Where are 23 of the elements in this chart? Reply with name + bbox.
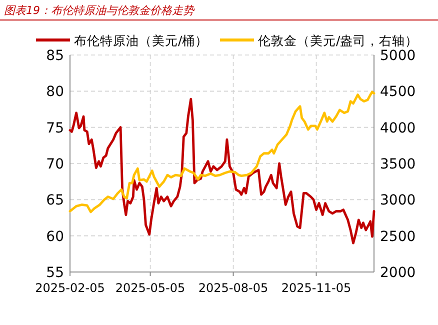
x-tick-label: 2025-08-05 xyxy=(198,281,268,295)
y-tick-label: 65 xyxy=(46,192,64,209)
y2-tick-label: 3000 xyxy=(380,192,416,209)
x-tick-label: 2025-05-05 xyxy=(115,281,186,295)
y2-tick-label: 3500 xyxy=(380,156,416,172)
y2-tick-label: 5000 xyxy=(380,48,416,64)
y-tick-label: 75 xyxy=(46,120,64,136)
legend-label: 伦敦金（美元/盎司，右轴） xyxy=(258,33,418,48)
y2-tick-label: 4000 xyxy=(380,120,416,136)
legend-label: 布伦特原油（美元/桶） xyxy=(74,33,208,48)
x-tick-label: 2025-11-05 xyxy=(281,281,352,295)
x-tick-label: 2025-02-05 xyxy=(35,281,105,295)
y-tick-label: 60 xyxy=(46,228,64,245)
y2-tick-label: 2000 xyxy=(380,265,416,281)
y-tick-label: 55 xyxy=(46,265,64,281)
chart-title: 图表19：布伦特原油与伦敦金价格走势 xyxy=(4,4,195,17)
y2-tick-label: 2500 xyxy=(380,228,416,245)
y-tick-label: 70 xyxy=(46,156,64,172)
y-tick-label: 85 xyxy=(46,48,64,64)
y-tick-label: 80 xyxy=(46,84,64,100)
y2-tick-label: 4500 xyxy=(380,84,416,100)
line-series xyxy=(68,90,376,214)
line-series xyxy=(68,98,376,244)
